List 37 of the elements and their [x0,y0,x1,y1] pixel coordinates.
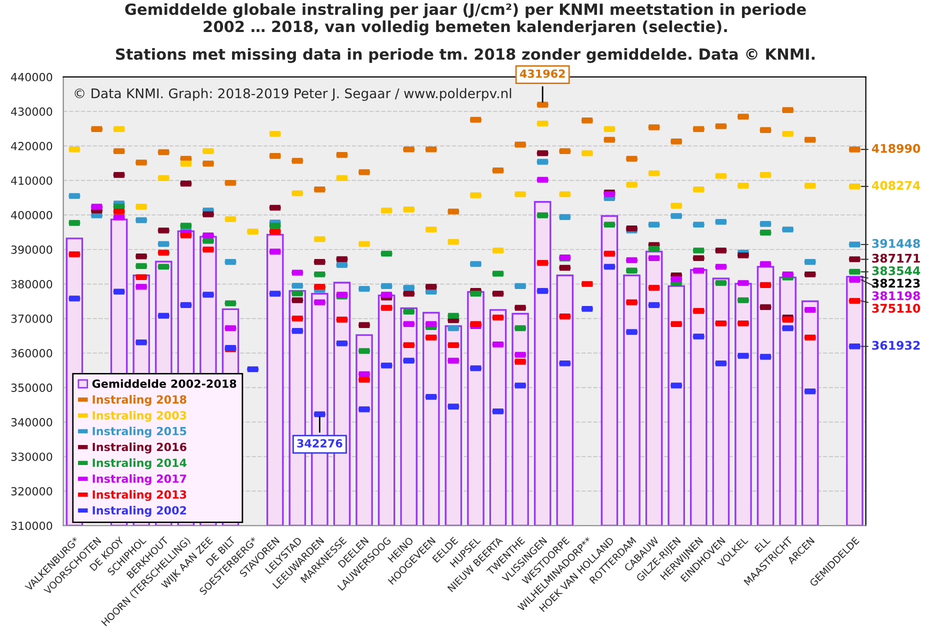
legend-label: Instraling 2002 [92,506,186,517]
annotation: 383544 [872,266,920,276]
annotation: 387171 [872,254,920,263]
annotation: 391448 [872,238,920,248]
y-tick-label: 440000 [11,72,52,82]
legend-label: Instraling 2016 [92,442,186,454]
y-tick-label: 310000 [11,522,52,530]
annotation: 375110 [872,304,920,313]
y-tick-label: 350000 [11,384,52,392]
y-tick-label: 370000 [11,314,52,323]
y-tick-label: 410000 [11,176,52,185]
legend-label: Instraling 2017 [92,474,186,486]
legend-label: Instraling 2013 [92,490,186,501]
y-tick-label: 320000 [11,487,52,496]
annotation: 408274 [872,180,920,190]
annotation: © Data KNMI. Graph: 2018-2019 Peter J. Segaar / www.polderpv.nl [74,88,512,101]
y-tick-label: 420000 [11,142,52,150]
annotation: 418990 [872,144,920,153]
y-tick-label: 380000 [11,280,52,288]
y-tick-label: 360000 [11,349,52,358]
data-label: 342276 [297,439,342,448]
legend-label: Instraling 2014 [92,458,186,470]
legend-label: Instraling 2003 [92,410,186,422]
annotation: 361932 [872,340,920,350]
legend-label: Instraling 2015 [92,426,186,438]
annotation: 381198 [872,291,920,300]
y-tick-label: 340000 [11,418,52,426]
y-tick-label: 400000 [11,210,52,220]
legend-label: Instraling 2018 [92,395,186,406]
y-tick-label: 330000 [11,452,52,461]
chart-subtitle: Stations met missing data in periode tm. 2018 zonder gemiddelde. Data © KNMI. [116,48,815,63]
y-tick-label: 430000 [11,107,52,116]
annotation: 382123 [872,278,920,288]
chart-title: Gemiddelde globale instraling per jaar (J/cm²) per KNMI meetstation in periode 2002 … 2018, van volledig bemeten kalenderjaren (selectie). [125,3,806,36]
legend-label: Gemiddelde 2002-2018 [92,379,236,388]
data-label: 431962 [520,69,565,78]
y-tick-label: 390000 [11,245,52,254]
